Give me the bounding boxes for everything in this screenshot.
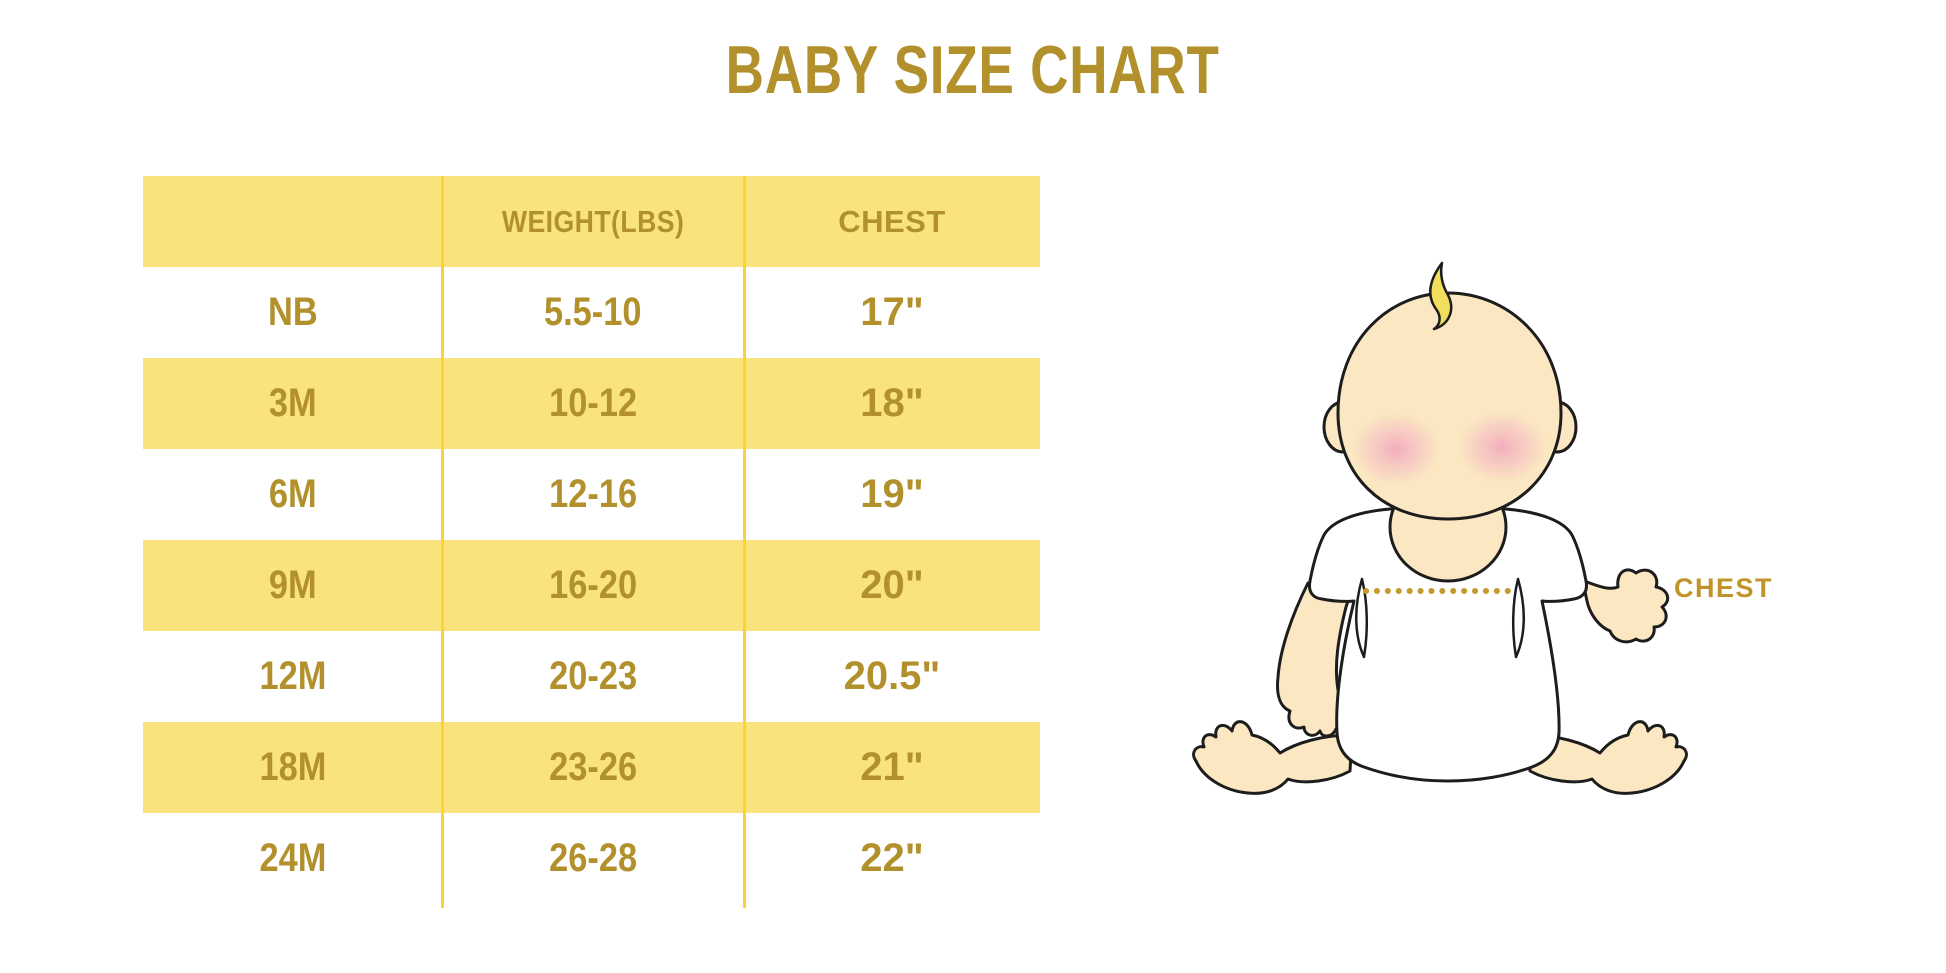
left-armpit-fold: [1355, 577, 1369, 659]
size-cell: NB: [267, 290, 318, 334]
baby-left-leg: [1192, 720, 1354, 795]
size-cell: 9M: [268, 563, 317, 607]
chest-cell: 21": [860, 745, 924, 789]
baby-hair-curl: [1429, 261, 1453, 331]
chest-cell: 17": [860, 290, 924, 334]
column-divider-2: [743, 176, 746, 908]
table-row-9m: 9M 16-20 20": [143, 540, 1040, 631]
chest-measure-label: CHEST: [1674, 573, 1774, 603]
chest-cell: 20": [860, 563, 924, 607]
page-title: BABY SIZE CHART: [0, 36, 1946, 104]
size-cell: 12M: [259, 654, 326, 698]
size-cell: 6M: [268, 472, 317, 516]
baby-left-blush: [1352, 413, 1440, 485]
baby-right-blush: [1458, 411, 1546, 483]
table-row-18m: 18M 23-26 21": [143, 722, 1040, 813]
weight-cell: 20-23: [549, 654, 637, 698]
table-row-12m: 12M 20-23 20.5": [143, 631, 1040, 722]
table-row-nb: NB 5.5-10 17": [143, 267, 1040, 358]
chest-cell: 18": [860, 381, 924, 425]
header-size-cell: [143, 176, 442, 267]
baby-onesie: [1308, 505, 1588, 783]
table-row-6m: 6M 12-16 19": [143, 449, 1040, 540]
size-cell: 24M: [259, 836, 326, 880]
header-weight-label: WEIGHT(LBS): [501, 203, 685, 239]
weight-cell: 16-20: [549, 563, 637, 607]
baby-sitting-icon: [1192, 261, 1688, 795]
weight-cell: 5.5-10: [544, 290, 642, 334]
weight-cell: 10-12: [549, 381, 637, 425]
weight-cell: 26-28: [549, 836, 637, 880]
header-chest-cell: CHEST: [744, 176, 1040, 267]
baby-head: [1336, 291, 1563, 521]
column-divider-1: [441, 176, 444, 908]
page-title-text: BABY SIZE CHART: [725, 32, 1221, 108]
header-weight-cell: WEIGHT(LBS): [442, 176, 744, 267]
size-cell: 18M: [259, 745, 326, 789]
chest-cell: 22": [860, 836, 924, 880]
baby-right-arm: [1582, 568, 1670, 644]
header-chest-label: CHEST: [838, 203, 946, 239]
table-header-row: WEIGHT(LBS) CHEST: [143, 176, 1040, 267]
weight-cell: 23-26: [549, 745, 637, 789]
baby-right-leg: [1526, 720, 1688, 795]
table-row-3m: 3M 10-12 18": [143, 358, 1040, 449]
size-chart-table: WEIGHT(LBS) CHEST NB 5.5-10 17" 3M 10-12…: [143, 176, 1040, 908]
chest-cell: 19": [860, 472, 924, 516]
table-row-24m: 24M 26-28 22": [143, 813, 1040, 904]
right-armpit-fold: [1511, 577, 1525, 659]
chest-cell: 20.5": [843, 654, 941, 698]
size-cell: 3M: [268, 381, 317, 425]
weight-cell: 12-16: [549, 472, 637, 516]
baby-illustration: [1180, 235, 1700, 815]
